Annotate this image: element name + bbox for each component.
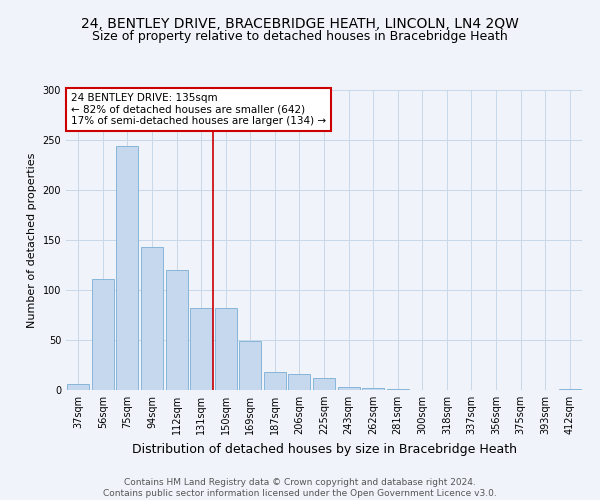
Bar <box>362 388 384 390</box>
X-axis label: Distribution of detached houses by size in Bracebridge Heath: Distribution of detached houses by size … <box>131 442 517 456</box>
Y-axis label: Number of detached properties: Number of detached properties <box>27 152 37 328</box>
Text: 24 BENTLEY DRIVE: 135sqm
← 82% of detached houses are smaller (642)
17% of semi-: 24 BENTLEY DRIVE: 135sqm ← 82% of detach… <box>71 93 326 126</box>
Bar <box>239 341 262 390</box>
Bar <box>264 372 286 390</box>
Bar <box>313 378 335 390</box>
Bar <box>289 374 310 390</box>
Bar <box>116 146 139 390</box>
Bar <box>386 389 409 390</box>
Text: Contains HM Land Registry data © Crown copyright and database right 2024.
Contai: Contains HM Land Registry data © Crown c… <box>103 478 497 498</box>
Text: 24, BENTLEY DRIVE, BRACEBRIDGE HEATH, LINCOLN, LN4 2QW: 24, BENTLEY DRIVE, BRACEBRIDGE HEATH, LI… <box>81 18 519 32</box>
Bar <box>92 279 114 390</box>
Bar <box>67 384 89 390</box>
Bar <box>338 387 359 390</box>
Bar <box>166 270 188 390</box>
Bar <box>215 308 237 390</box>
Bar <box>141 247 163 390</box>
Bar <box>190 308 212 390</box>
Text: Size of property relative to detached houses in Bracebridge Heath: Size of property relative to detached ho… <box>92 30 508 43</box>
Bar <box>559 389 581 390</box>
